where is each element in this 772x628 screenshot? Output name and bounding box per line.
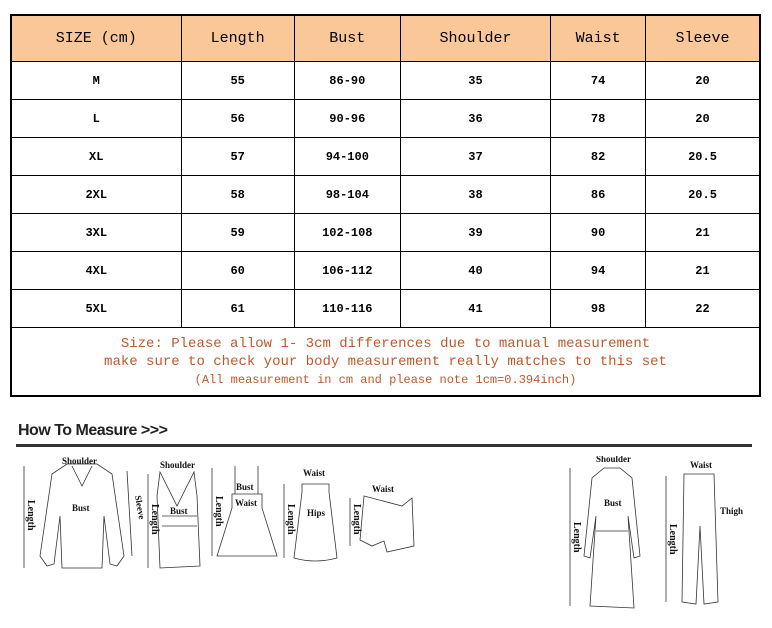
table-cell: 55 xyxy=(180,61,295,100)
label-length: Length xyxy=(25,500,36,531)
table-cell: 110-116 xyxy=(293,289,401,328)
table-cell: L xyxy=(10,99,182,138)
table-cell: 40 xyxy=(399,251,552,290)
label-hips: Hips xyxy=(307,508,326,518)
table-cell: 20.5 xyxy=(645,137,761,176)
coat-diagram-icon: Shoulder Bust Length xyxy=(569,456,641,609)
column-header: Shoulder xyxy=(399,14,552,62)
label-bust: Bust xyxy=(72,503,90,513)
label-length: Length xyxy=(351,504,362,535)
table-cell: 57 xyxy=(180,137,295,176)
table-cell: 36 xyxy=(399,99,552,138)
table-cell: 102-108 xyxy=(293,213,401,252)
table-cell: 20 xyxy=(645,61,761,100)
label-sleeve: Sleeve xyxy=(133,495,147,520)
column-header: Length xyxy=(180,14,295,62)
table-cell: 41 xyxy=(399,289,552,328)
table-cell: 39 xyxy=(399,213,552,252)
label-bust: Bust xyxy=(604,498,622,508)
table-cell: 86 xyxy=(550,175,647,214)
table-cell: 74 xyxy=(550,61,647,100)
label-length: Length xyxy=(667,524,678,555)
note-line2: make sure to check your body measurement… xyxy=(104,353,667,370)
table-cell: 4XL xyxy=(10,251,182,290)
column-header: Sleeve xyxy=(645,14,761,62)
measurement-note: Size: Please allow 1- 3cm differences du… xyxy=(10,327,761,397)
label-shoulder: Shoulder xyxy=(596,456,631,464)
label-shoulder: Shoulder xyxy=(160,460,195,470)
table-cell: 90-96 xyxy=(293,99,401,138)
table-cell: 35 xyxy=(399,61,552,100)
size-chart-table: SIZE (cm) Length Bust Shoulder Waist Sleeve M… xyxy=(10,14,761,397)
note-line3: (All measurement in cm and please note 1… xyxy=(194,372,577,387)
table-cell: 98 xyxy=(550,289,647,328)
table-row: 2XL 58 98-104 38 86 20.5 xyxy=(10,175,761,214)
label-length: Length xyxy=(571,522,582,553)
label-length: Length xyxy=(213,496,224,527)
table-cell: 61 xyxy=(180,289,295,328)
table-cell: 86-90 xyxy=(293,61,401,100)
table-cell: 60 xyxy=(180,251,295,290)
table-cell: 94-100 xyxy=(293,137,401,176)
label-length: Length xyxy=(149,504,160,535)
table-cell: 90 xyxy=(550,213,647,252)
table-cell: 22 xyxy=(645,289,761,328)
table-cell: 21 xyxy=(645,213,761,252)
label-length: Length xyxy=(285,504,296,535)
table-cell: 21 xyxy=(645,251,761,290)
column-header: SIZE (cm) xyxy=(10,14,182,62)
table-cell: 78 xyxy=(550,99,647,138)
table-row: XL 57 94-100 37 82 20.5 xyxy=(10,137,761,176)
table-cell: XL xyxy=(10,137,182,176)
label-waist: Waist xyxy=(235,498,257,508)
table-cell: 3XL xyxy=(10,213,182,252)
table-row: 4XL 60 106-112 40 94 21 xyxy=(10,251,761,290)
table-row: L 56 90-96 36 78 20 xyxy=(10,99,761,138)
table-cell: 5XL xyxy=(10,289,182,328)
label-waist: Waist xyxy=(690,460,712,470)
table-cell: M xyxy=(10,61,182,100)
label-waist: Waist xyxy=(372,484,394,494)
table-row: M 55 86-90 35 74 20 xyxy=(10,61,761,100)
pants-diagram-icon: Waist Thigh Length xyxy=(665,460,743,605)
how-to-measure-section: How To Measure >>> Shoulder Bust Length … xyxy=(12,416,754,616)
table-row: 5XL 61 110-116 41 98 22 xyxy=(10,289,761,328)
dress-diagram-icon: Bust Waist Length xyxy=(211,466,278,557)
table-cell: 59 xyxy=(180,213,295,252)
tank-top-diagram-icon: Shoulder Bust Length xyxy=(147,460,201,569)
label-bust: Bust xyxy=(170,506,188,516)
label-thigh: Thigh xyxy=(720,506,743,516)
label-waist: Waist xyxy=(303,468,325,478)
table-cell: 58 xyxy=(180,175,295,214)
skirt-diagram-icon: Waist Hips Length xyxy=(283,468,338,562)
table-cell: 20 xyxy=(645,99,761,138)
divider xyxy=(16,444,752,447)
shorts-diagram-icon: Waist Length xyxy=(349,484,415,553)
table-cell: 98-104 xyxy=(293,175,401,214)
label-shoulder: Shoulder xyxy=(62,456,97,466)
note-row: Size: Please allow 1- 3cm differences du… xyxy=(10,327,761,397)
table-header-row: SIZE (cm) Length Bust Shoulder Waist Sleeve xyxy=(10,14,761,62)
note-line1: Size: Please allow 1- 3cm differences du… xyxy=(120,335,651,352)
table-cell: 2XL xyxy=(10,175,182,214)
table-cell: 82 xyxy=(550,137,647,176)
table-cell: 20.5 xyxy=(645,175,761,214)
table-cell: 56 xyxy=(180,99,295,138)
table-cell: 94 xyxy=(550,251,647,290)
shirt-diagram-icon: Shoulder Bust Length Sleeve xyxy=(23,456,147,569)
table-cell: 37 xyxy=(399,137,552,176)
column-header: Bust xyxy=(293,14,401,62)
garment-diagrams: Shoulder Bust Length Sleeve Shoulder Bus… xyxy=(23,456,743,609)
table-cell: 106-112 xyxy=(293,251,401,290)
table-cell: 38 xyxy=(399,175,552,214)
column-header: Waist xyxy=(550,14,647,62)
table-row: 3XL 59 102-108 39 90 21 xyxy=(10,213,761,252)
section-title: How To Measure >>> xyxy=(18,422,168,439)
label-bust: Bust xyxy=(236,482,254,492)
